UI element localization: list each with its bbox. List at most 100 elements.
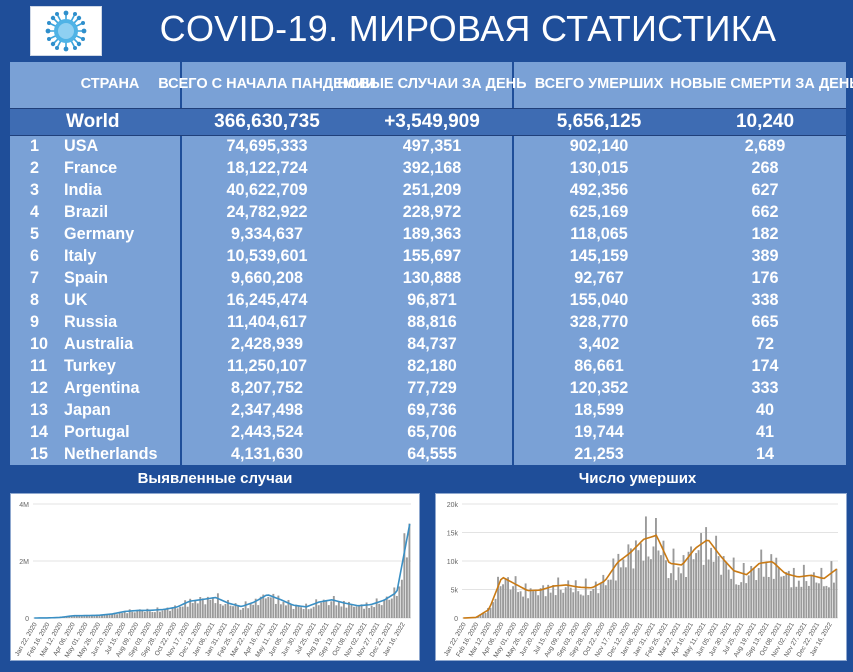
bar: [70, 616, 73, 618]
bar: [274, 603, 277, 618]
deaths-chart-title: Число умерших: [578, 470, 697, 487]
row-new: 251,209: [402, 181, 462, 199]
table-row: 4 Brazil 24,782,922 228,972 625,169 662: [10, 201, 846, 223]
row-country: Brazil: [64, 203, 109, 221]
bar: [151, 612, 154, 618]
bar: [398, 586, 401, 618]
row-deaths: 21,253: [574, 445, 624, 463]
bar: [383, 599, 386, 618]
cases-chart: 4M 2M 0 Jan 22, 2020 Feb 16, 2020 Mar 12, 202…: [10, 493, 420, 661]
bar: [755, 580, 758, 618]
row-total: 2,347,498: [230, 401, 303, 419]
bar: [507, 577, 509, 618]
row-total: 24,782,922: [226, 203, 308, 221]
table-row: 2 France 18,122,724 392,168 130,015 268: [10, 157, 846, 179]
row-new-deaths: 2,689: [744, 137, 786, 155]
bar: [752, 568, 755, 618]
bar: [345, 607, 348, 618]
bar: [171, 607, 174, 618]
row-new: 228,972: [402, 203, 462, 221]
bar: [131, 611, 134, 618]
y-tick-label: 4M: [19, 502, 29, 509]
bar: [269, 597, 272, 618]
bar: [184, 600, 187, 618]
row-total: 8,207,752: [230, 379, 303, 397]
bar: [80, 616, 83, 618]
row-new-deaths: 338: [751, 291, 779, 309]
bar: [259, 596, 262, 618]
bar: [685, 576, 687, 618]
bar: [350, 604, 353, 618]
row-country: Russia: [64, 313, 118, 331]
row-new: 189,363: [402, 225, 462, 243]
row-total: 18,122,724: [226, 159, 308, 177]
bar: [224, 604, 227, 618]
bar: [88, 615, 91, 618]
row-new-deaths: 662: [751, 203, 779, 221]
row-new-deaths: 627: [751, 181, 779, 199]
row-deaths: 3,402: [578, 335, 620, 353]
bar: [657, 550, 660, 618]
bar: [742, 563, 745, 618]
bar: [602, 574, 605, 618]
bar: [637, 550, 640, 618]
bar: [702, 564, 705, 618]
bar: [539, 588, 542, 618]
table-row: 12 Argentina 8,207,752 77,729 120,352 333: [10, 377, 846, 399]
bar: [229, 605, 232, 618]
bar: [363, 608, 366, 618]
bar: [584, 578, 587, 618]
row-total: 10,539,601: [226, 247, 308, 265]
bar: [765, 562, 768, 618]
bar: [524, 583, 527, 618]
bar: [85, 614, 88, 618]
bar: [547, 584, 550, 618]
bar: [249, 603, 252, 618]
bar: [317, 605, 320, 618]
bar: [812, 572, 815, 618]
row-country: Portugal: [64, 423, 130, 441]
bar: [775, 557, 778, 618]
bar: [136, 610, 139, 618]
row-deaths: 130,015: [569, 159, 629, 177]
row-country: Germany: [64, 225, 135, 243]
bar: [717, 556, 720, 618]
bar: [141, 610, 144, 618]
bar: [204, 604, 207, 618]
row-deaths: 155,040: [569, 291, 629, 309]
bar: [582, 595, 585, 618]
bar: [393, 587, 396, 618]
bar: [234, 603, 237, 618]
bar: [682, 555, 685, 618]
row-deaths: 19,744: [574, 423, 624, 441]
bar: [264, 598, 267, 618]
world-total: 366,630,735: [214, 111, 320, 132]
world-new-deaths: 10,240: [735, 111, 795, 132]
bar: [487, 608, 489, 618]
bar: [572, 592, 575, 618]
row-country: Turkey: [64, 357, 116, 375]
table-row: 8 UK 16,245,474 96,871 155,040 338: [10, 289, 846, 311]
bar: [489, 607, 492, 618]
bar: [767, 576, 770, 618]
header-new: НОВЫЕ СЛУЧАИ ЗА ДЕНЬ: [337, 76, 527, 92]
bar: [777, 567, 780, 618]
bar: [65, 616, 68, 618]
bar: [121, 613, 124, 618]
bar: [237, 606, 240, 618]
row-new: 130,888: [402, 269, 462, 287]
bar: [307, 609, 310, 618]
bar: [138, 609, 141, 618]
table-row: 11 Turkey 11,250,107 82,180 86,661 174: [10, 355, 846, 377]
bar: [747, 575, 750, 618]
row-country: USA: [64, 137, 99, 155]
row-rank: 5: [30, 225, 40, 243]
bar: [499, 586, 502, 618]
world-new: +3,549,909: [384, 111, 480, 132]
bar: [302, 609, 305, 618]
bar: [805, 581, 808, 618]
bar: [705, 527, 708, 618]
bar: [567, 580, 570, 618]
bar: [512, 586, 515, 618]
row-rank: 14: [30, 423, 49, 441]
